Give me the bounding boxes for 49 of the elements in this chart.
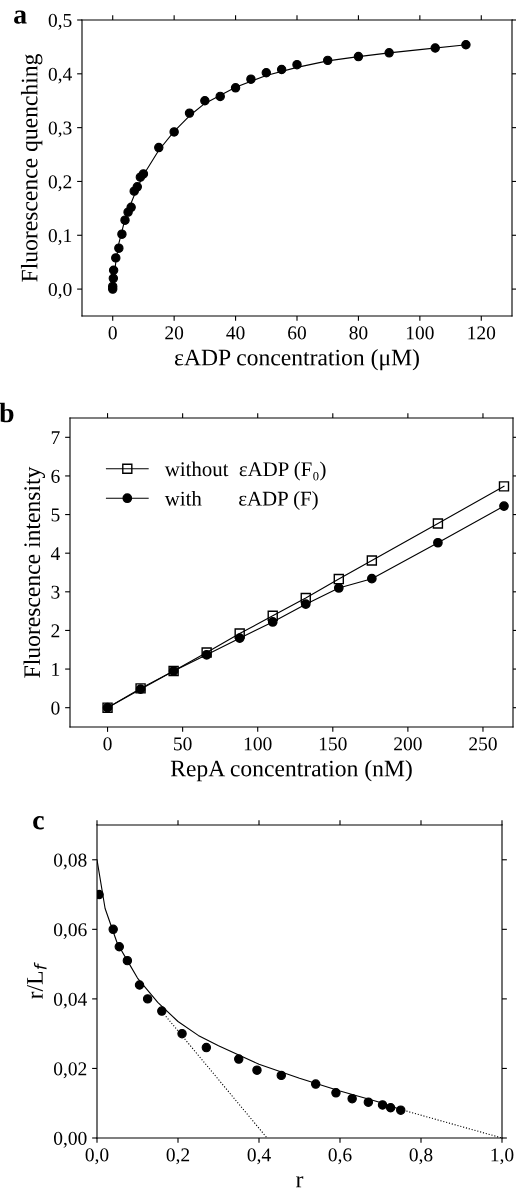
chart-title: b — [0, 402, 14, 423]
y-tick-label: 6 — [51, 469, 60, 483]
x-tick-label: 0 — [108, 326, 117, 340]
y-axis-title: Fluorescence quenching — [20, 54, 43, 282]
x-tick-label: 50 — [174, 737, 192, 751]
x-tick-label: 100 — [406, 326, 434, 340]
y-tick-label: 0,0 — [48, 282, 72, 299]
y-tick-label: 0,04 — [53, 992, 87, 1009]
y-tick-label: 0 — [51, 701, 60, 715]
chart-title: c — [33, 816, 44, 830]
x-tick-label: 1,0 — [491, 1148, 514, 1165]
x-tick-label: 120 — [468, 326, 496, 340]
y-tick-label: 2 — [51, 624, 60, 638]
x-tick-label: 40 — [226, 326, 245, 340]
x-tick-label: 0,8 — [409, 1148, 433, 1165]
y-tick-label: 0,06 — [53, 923, 87, 940]
y-tick-label: 5 — [51, 508, 60, 522]
y-tick-label: 7 — [51, 431, 60, 445]
chart-title: a — [14, 10, 27, 24]
x-tick-label: 80 — [349, 326, 368, 340]
y-tick-label: 0,02 — [53, 1062, 87, 1079]
x-tick-label: 0,0 — [85, 1148, 109, 1165]
x-tick-label: 100 — [244, 737, 272, 751]
y-tick-label: 1 — [52, 662, 60, 676]
y-tick-label: 0,4 — [48, 67, 72, 84]
y-tick-label: 0,3 — [48, 121, 72, 138]
x-tick-label: 0,6 — [328, 1148, 352, 1165]
y-axis-title: r/L$_{f}$ — [27, 962, 47, 999]
x-tick-label: 250 — [469, 737, 497, 751]
y-tick-label: 0,5 — [48, 13, 72, 30]
x-axis-title: εADP concentration (μM) — [174, 348, 419, 371]
y-axis-title: Fluorescence intensity — [23, 466, 45, 678]
x-tick-label: 200 — [394, 737, 422, 751]
y-tick-label: 0,1 — [48, 229, 72, 246]
legend-label: without εADP (F₀) — [164, 461, 326, 481]
x-tick-label: 0,2 — [166, 1148, 190, 1165]
x-tick-label: 20 — [165, 326, 184, 340]
x-tick-label: 0,4 — [247, 1148, 271, 1165]
x-tick-label: 150 — [319, 737, 347, 751]
y-tick-label: 0,08 — [53, 853, 87, 870]
x-tick-label: 60 — [288, 326, 306, 340]
y-tick-label: 3 — [51, 585, 60, 599]
y-tick-label: 0,2 — [48, 175, 72, 192]
x-axis-title: RepA concentration (nM) — [170, 759, 412, 782]
y-tick-label: 4 — [50, 547, 60, 560]
legend-label: with εADP (F) — [164, 491, 318, 510]
y-tick-label: 0,00 — [53, 1131, 87, 1148]
x-axis-title: r — [296, 1176, 304, 1188]
x-tick-label: 0 — [103, 737, 112, 751]
